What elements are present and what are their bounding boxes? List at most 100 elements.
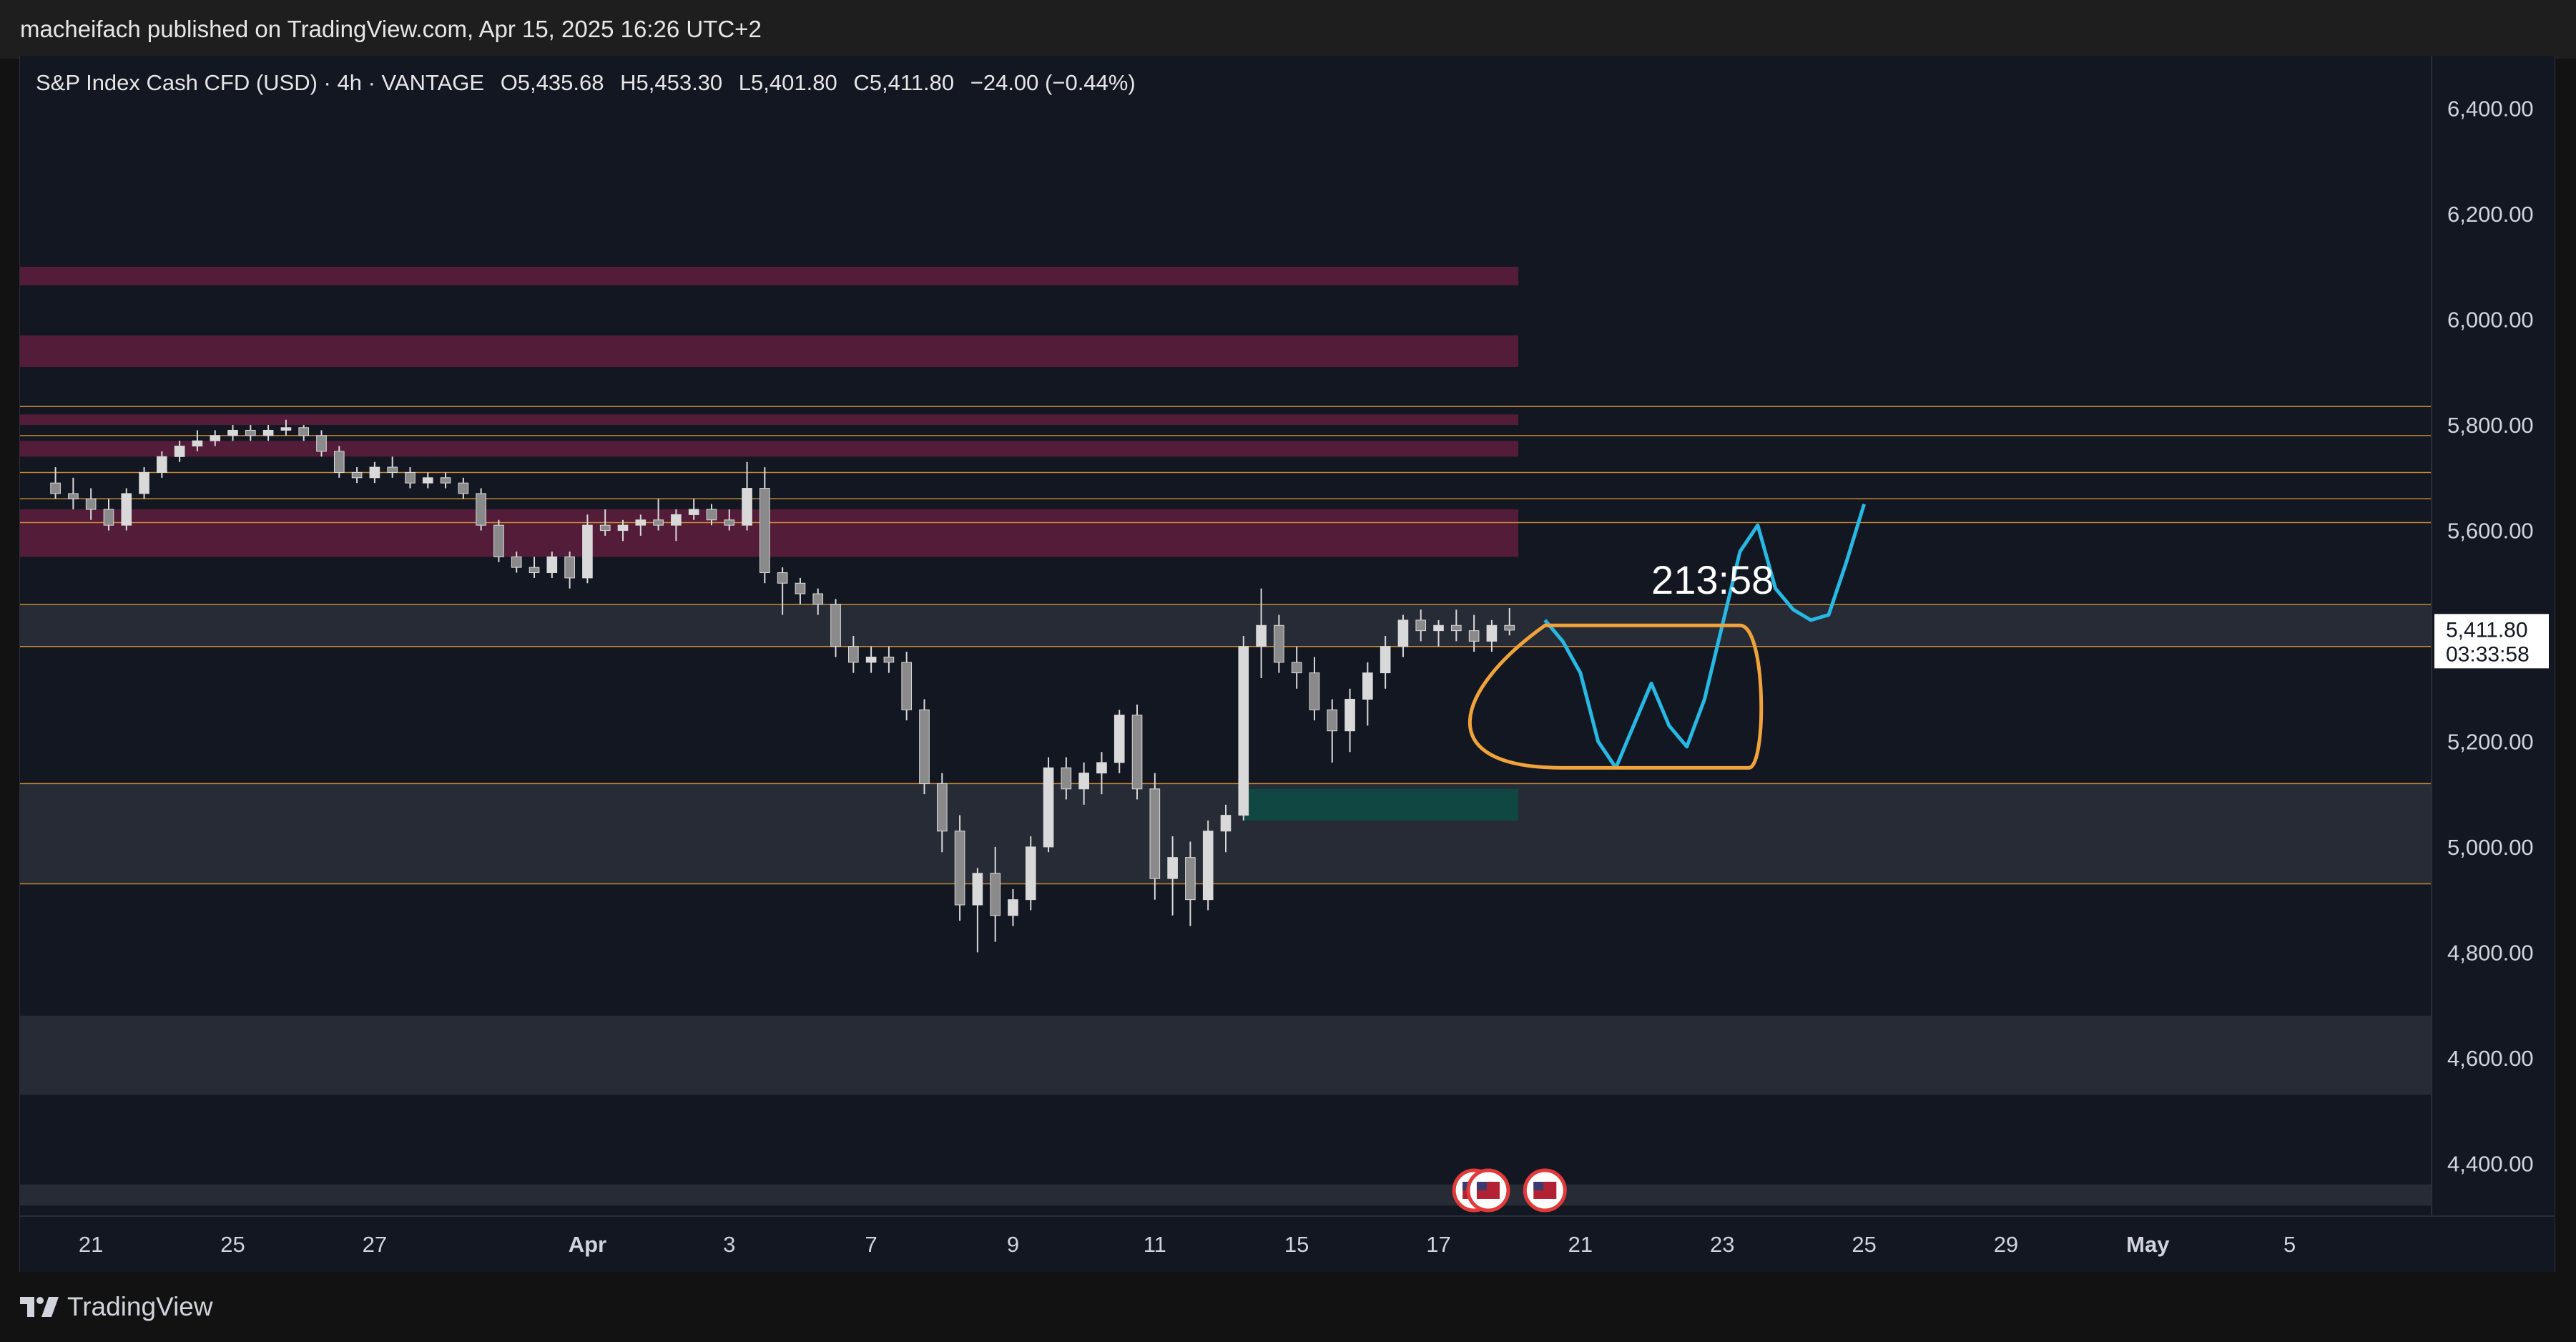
candle-body[interactable] <box>812 593 824 605</box>
candle-body[interactable] <box>1185 857 1196 901</box>
candle-body[interactable] <box>1220 815 1232 832</box>
candle-body[interactable] <box>440 477 451 484</box>
candle-body[interactable] <box>546 556 558 574</box>
candle-body[interactable] <box>635 519 647 526</box>
candle-body[interactable] <box>121 493 132 526</box>
candle-body[interactable] <box>1025 846 1036 901</box>
projection-drawing[interactable] <box>1543 503 1866 770</box>
candle-body[interactable] <box>262 429 274 436</box>
candle-body[interactable] <box>280 427 292 431</box>
candle-body[interactable] <box>1043 767 1054 848</box>
candle-body[interactable] <box>901 662 913 710</box>
candle-body[interactable] <box>1238 646 1249 816</box>
candle-body[interactable] <box>706 509 717 521</box>
gray-zone[interactable] <box>20 604 2432 647</box>
candle-body[interactable] <box>599 524 611 532</box>
y-tick-label: 4,600.00 <box>2447 1046 2534 1071</box>
candle-body[interactable] <box>422 477 433 484</box>
candle-body[interactable] <box>493 524 504 557</box>
candle-body[interactable] <box>919 709 930 784</box>
candle-body[interactable] <box>511 556 522 568</box>
candle-body[interactable] <box>1362 672 1373 700</box>
candle-body[interactable] <box>50 482 61 494</box>
candle-body[interactable] <box>1291 662 1302 674</box>
red-zone[interactable] <box>20 441 1519 457</box>
candle-body[interactable] <box>972 873 983 906</box>
red-zone[interactable] <box>20 266 1519 285</box>
candle-body[interactable] <box>564 556 575 579</box>
candle-body[interactable] <box>387 466 398 473</box>
candle-body[interactable] <box>1344 698 1355 732</box>
chart-pane[interactable]: 213:58 6,400.00 6,200.00 6,000.00 5,800.00 5,… <box>19 56 2555 1272</box>
candle-body[interactable] <box>883 656 895 663</box>
candle-body[interactable] <box>68 493 79 499</box>
candle-body[interactable] <box>653 519 664 526</box>
candle-body[interactable] <box>865 656 877 663</box>
candle-body[interactable] <box>405 471 416 484</box>
candle-body[interactable] <box>1274 625 1284 663</box>
candle-body[interactable] <box>1256 625 1267 647</box>
candle-body[interactable] <box>1078 773 1089 790</box>
candle-body[interactable] <box>1468 630 1480 642</box>
candle-body[interactable] <box>1008 899 1018 916</box>
candle-body[interactable] <box>1397 619 1409 647</box>
candle-body[interactable] <box>1327 709 1338 732</box>
candle-body[interactable] <box>351 471 363 479</box>
candle-body[interactable] <box>458 482 469 494</box>
red-zone[interactable] <box>20 414 1519 426</box>
gray-zone[interactable] <box>20 1184 2432 1206</box>
candle-body[interactable] <box>316 435 327 452</box>
candle-body[interactable] <box>103 509 114 526</box>
candle-body[interactable] <box>192 440 203 447</box>
tradingview-logo[interactable]: TradingView <box>20 1292 213 1322</box>
candle-body[interactable] <box>174 446 185 457</box>
candle-body[interactable] <box>990 873 1001 916</box>
candle-body[interactable] <box>848 646 859 663</box>
candle-body[interactable] <box>1202 831 1214 901</box>
price-chart[interactable]: 213:58 6,400.00 6,200.00 6,000.00 5,800.00 5,… <box>20 56 2555 1272</box>
candle-body[interactable] <box>1149 788 1161 879</box>
candle-body[interactable] <box>245 429 256 436</box>
candle-body[interactable] <box>298 427 310 436</box>
candle-body[interactable] <box>529 567 540 574</box>
green-zone[interactable] <box>1243 788 1519 821</box>
candle-body[interactable] <box>954 831 965 906</box>
candle-body[interactable] <box>1309 672 1320 710</box>
candle-body[interactable] <box>1380 646 1391 674</box>
candle-body[interactable] <box>1167 857 1178 879</box>
time-axis[interactable] <box>20 1216 2555 1272</box>
symbol-title[interactable]: S&P Index Cash CFD (USD) · 4h · VANTAGE <box>36 70 485 95</box>
candle-body[interactable] <box>759 488 770 574</box>
candle-body[interactable] <box>210 435 221 441</box>
candle-body[interactable] <box>476 493 486 526</box>
candle-body[interactable] <box>1096 762 1107 774</box>
candle-body[interactable] <box>157 456 167 473</box>
candle-body[interactable] <box>724 519 735 526</box>
candle-body[interactable] <box>742 488 752 526</box>
candle-body[interactable] <box>369 466 380 479</box>
candle-body[interactable] <box>1504 625 1515 631</box>
candle-body[interactable] <box>1433 625 1444 632</box>
candle-body[interactable] <box>1061 767 1072 790</box>
candle-body[interactable] <box>936 783 948 832</box>
candle-body[interactable] <box>1486 625 1498 642</box>
candle-body[interactable] <box>1451 625 1462 632</box>
candle-body[interactable] <box>671 514 682 526</box>
candle-body[interactable] <box>582 524 593 579</box>
candle-body[interactable] <box>139 471 149 494</box>
last-price-tag[interactable] <box>2434 614 2549 669</box>
candle-body[interactable] <box>227 429 238 436</box>
candle-body[interactable] <box>777 572 788 584</box>
candle-body[interactable] <box>795 582 806 594</box>
gray-zone[interactable] <box>20 1015 2432 1095</box>
candle-body[interactable] <box>333 451 345 473</box>
candle-body[interactable] <box>1131 715 1143 790</box>
orange-ellipse-drawing[interactable] <box>1468 623 1764 770</box>
red-zone[interactable] <box>20 335 1519 367</box>
candle-body[interactable] <box>1114 715 1125 763</box>
candle-body[interactable] <box>617 524 629 532</box>
candle-body[interactable] <box>1415 619 1427 632</box>
candle-body[interactable] <box>830 604 841 647</box>
candle-body[interactable] <box>85 498 97 510</box>
candle-body[interactable] <box>688 509 699 515</box>
